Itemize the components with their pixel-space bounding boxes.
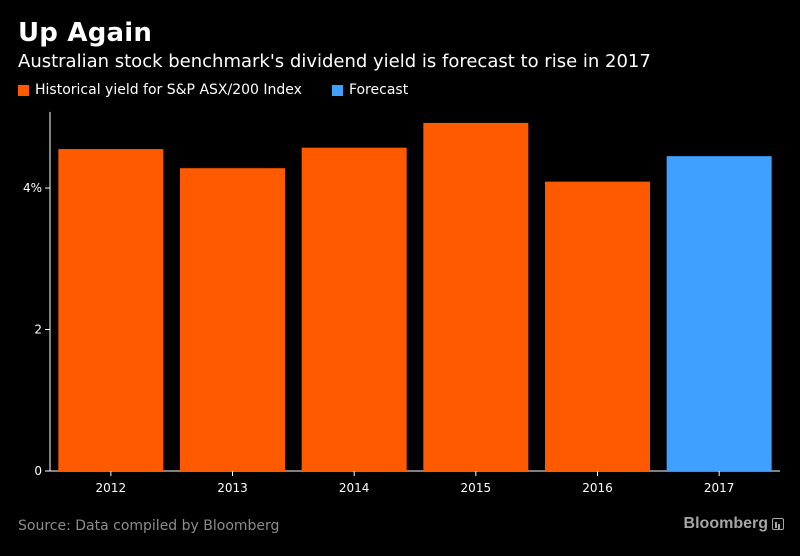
- bar-2013: [180, 168, 285, 471]
- legend-swatch-historical: [18, 84, 29, 96]
- y-tick-label: 2: [34, 323, 42, 337]
- legend-item-historical: Historical yield for S&P ASX/200 Index: [18, 82, 302, 98]
- legend-label-historical: Historical yield for S&P ASX/200 Index: [35, 82, 302, 98]
- brand-name: Bloomberg: [683, 515, 768, 532]
- x-tick-label: 2014: [339, 481, 370, 495]
- bar-2016: [545, 181, 650, 471]
- x-tick-label: 2012: [96, 481, 127, 495]
- bar-2015: [423, 122, 529, 471]
- bar-2014: [301, 147, 407, 472]
- x-tick-label: 2017: [704, 481, 735, 495]
- bar-2017: [666, 156, 772, 471]
- bar-2012: [58, 149, 164, 471]
- y-tick-label: 4%: [23, 181, 42, 195]
- legend: Historical yield for S&P ASX/200 Index F…: [18, 82, 438, 98]
- x-tick-label: 2013: [217, 481, 248, 495]
- legend-swatch-forecast: [331, 84, 343, 96]
- legend-item-forecast: Forecast: [331, 82, 409, 98]
- x-tick-label: 2015: [461, 481, 492, 495]
- chart-title: Up Again: [18, 18, 153, 48]
- chart-subtitle: Australian stock benchmark's dividend yi…: [18, 51, 651, 72]
- x-tick-label: 2016: [582, 481, 613, 495]
- bloomberg-logo: Bloomberg: [684, 515, 784, 533]
- legend-label-forecast: Forecast: [348, 82, 409, 98]
- source-note: Source: Data compiled by Bloomberg: [18, 518, 280, 534]
- y-tick-label: 0: [34, 464, 42, 478]
- chart-logo-icon: [772, 518, 784, 530]
